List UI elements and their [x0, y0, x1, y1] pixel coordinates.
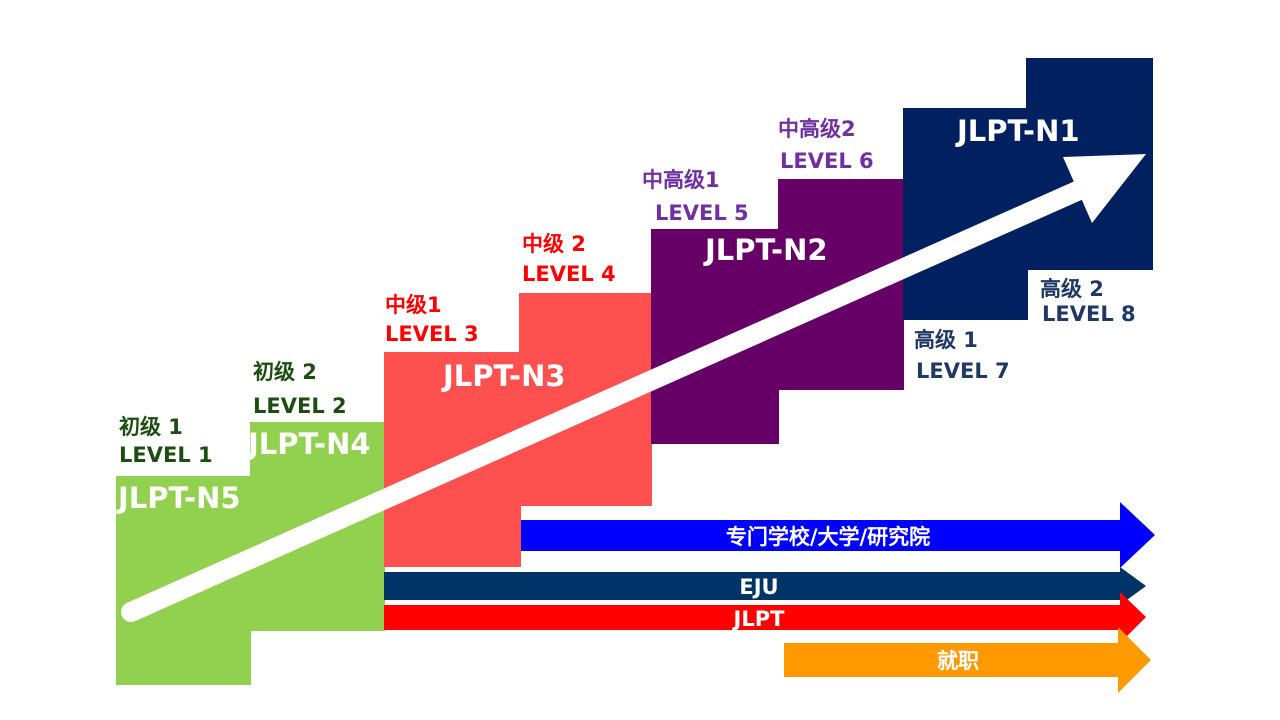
exam-title-n4: JLPT-N4 [248, 427, 371, 461]
level-en-4: LEVEL 4 [522, 262, 616, 286]
level-cn-1: 初级 1 [119, 415, 183, 439]
level-cn-3: 中级1 [385, 293, 442, 317]
level-en-3: LEVEL 3 [385, 322, 479, 346]
level-cn-5: 中高级1 [642, 168, 720, 192]
exam-title-n2: JLPT-N2 [705, 233, 828, 267]
level-cn-7: 高级 1 [914, 328, 978, 352]
level-cn-2: 初级 2 [253, 360, 317, 384]
track-label-employment: 就职 [937, 649, 979, 673]
track-arrow-schools: 专门学校/大学/研究院 [521, 502, 1155, 568]
level-en-7: LEVEL 7 [916, 359, 1010, 383]
track-label-jlpt: JLPT [732, 607, 786, 631]
exam-title-n3: JLPT-N3 [443, 359, 566, 393]
level-en-2: LEVEL 2 [253, 394, 347, 418]
level-en-8: LEVEL 8 [1042, 302, 1136, 326]
exam-title-n5: JLPT-N5 [118, 481, 241, 515]
level-cn-6: 中高级2 [778, 117, 856, 141]
level-en-5: LEVEL 5 [655, 201, 749, 225]
track-label-schools: 专门学校/大学/研究院 [726, 525, 930, 549]
track-arrow-jlpt: JLPT [384, 592, 1146, 643]
level-cn-4: 中级 2 [522, 232, 586, 256]
level-en-6: LEVEL 6 [780, 149, 874, 173]
progress-arrow [121, 154, 1146, 622]
level-en-1: LEVEL 1 [119, 443, 213, 467]
track-arrow-employment: 就职 [784, 627, 1151, 693]
track-label-eju: EJU [739, 575, 778, 599]
track-arrow-eju: EJU [384, 567, 1146, 605]
exam-title-n1: JLPT-N1 [957, 114, 1080, 148]
level-cn-8: 高级 2 [1040, 277, 1104, 301]
